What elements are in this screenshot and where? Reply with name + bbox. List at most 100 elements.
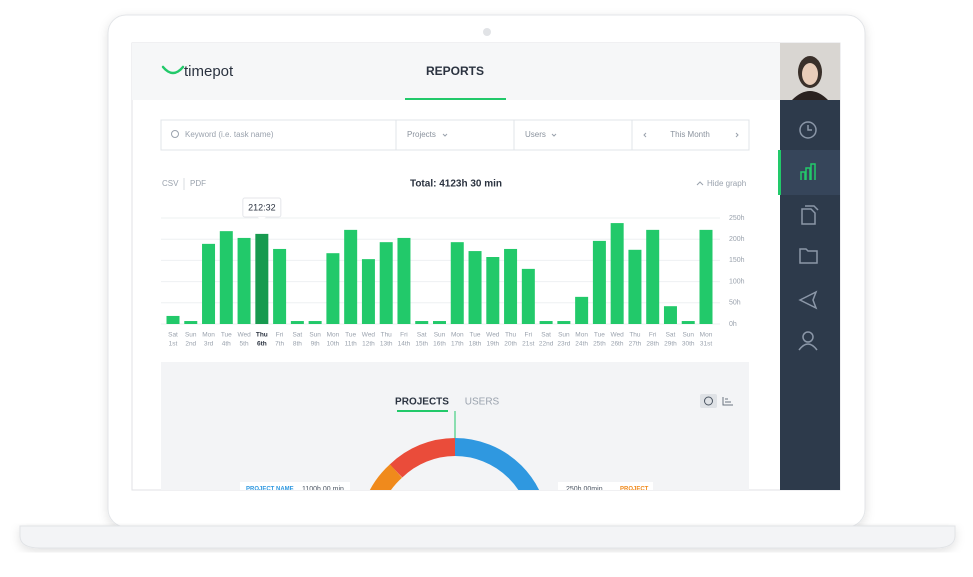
bar [468, 251, 482, 324]
bar [184, 321, 198, 324]
bar [415, 321, 429, 324]
filter-dividers [395, 120, 633, 150]
folder-icon[interactable] [799, 248, 818, 264]
pie-icon [704, 396, 713, 406]
project-hours: 1100h 00 min [302, 486, 344, 493]
x-tick-weekday: Mon [327, 332, 340, 339]
keyword-input[interactable]: Keyword (i.e. task name) [185, 130, 274, 139]
pie-view-button[interactable] [700, 394, 717, 408]
x-tick-weekday: Sat [168, 332, 178, 339]
x-tick-label: 26th [611, 341, 624, 348]
x-tick-weekday: Mon [451, 332, 464, 339]
bar [450, 242, 464, 324]
x-tick-label: 8th [293, 341, 302, 348]
bar [539, 321, 553, 324]
x-tick-label: 16th [433, 341, 446, 348]
x-tick-weekday: Sun [682, 332, 694, 339]
x-tick-label: 25th [593, 341, 606, 348]
x-tick-label: 9th [311, 341, 320, 348]
x-tick-weekday: Mon [202, 332, 215, 339]
x-tick-weekday: Fri [525, 332, 533, 339]
label-box [240, 482, 350, 490]
bar [219, 231, 233, 324]
y-tick-label: 100h [729, 278, 745, 285]
clock-icon[interactable] [799, 121, 817, 139]
list-view-button[interactable] [722, 397, 733, 406]
y-tick-label: 250h [729, 215, 745, 222]
bar [504, 248, 518, 324]
x-tick-label: 4th [222, 341, 231, 348]
x-tick-weekday: Thu [256, 332, 268, 339]
project-name: PROJECT NAME [246, 487, 294, 493]
logo[interactable]: timepot [184, 63, 234, 80]
x-tick-label: 27th [629, 341, 642, 348]
tooltip-arrow [257, 217, 266, 221]
bar [610, 223, 624, 324]
csv-button[interactable]: CSV [162, 179, 179, 188]
x-tick-weekday: Tue [221, 332, 232, 339]
docs-icon[interactable] [801, 205, 819, 225]
x-tick-label: 10th [327, 341, 340, 348]
user-icon[interactable] [802, 331, 814, 343]
x-tick-label: 14th [398, 341, 411, 348]
bar [699, 229, 713, 324]
projects-tab[interactable]: PROJECTS [395, 397, 449, 408]
project-hours: 250h 00min [566, 486, 603, 493]
bar [308, 321, 322, 324]
x-tick-label: 30th [682, 341, 695, 348]
bar [433, 321, 446, 324]
users-filter[interactable]: Users [525, 130, 546, 139]
page-title[interactable]: REPORTS [426, 64, 484, 78]
y-tick-label: 50h [729, 300, 741, 307]
bar [273, 248, 287, 324]
x-tick-weekday: Sun [558, 332, 570, 339]
projects-filter[interactable]: Projects [407, 130, 436, 139]
x-tick-label: 28th [646, 341, 659, 348]
x-tick-label: 19th [486, 341, 499, 348]
bar [361, 259, 375, 324]
x-tick-label: 23rd [557, 341, 570, 348]
x-tick-weekday: Sun [185, 332, 197, 339]
hide-icon [696, 181, 704, 186]
x-tick-label: 7th [275, 341, 284, 348]
x-tick-label: 17th [451, 341, 464, 348]
x-tick-weekday: Mon [700, 332, 713, 339]
reports-icon[interactable] [800, 163, 816, 180]
bar [397, 237, 411, 324]
hide-graph[interactable]: Hide graph [707, 179, 746, 188]
avatar-body [792, 91, 828, 100]
laptop-base [19, 525, 956, 549]
x-tick-label: 6th [257, 341, 267, 348]
users-tab[interactable]: USERS [465, 397, 500, 408]
x-tick-weekday: Sat [292, 332, 302, 339]
plane-icon[interactable] [798, 290, 818, 310]
x-tick-weekday: Sat [417, 332, 427, 339]
filter-bar [160, 119, 750, 151]
donut-segment [389, 438, 456, 478]
sidebar-icons [798, 121, 819, 351]
donut-segment [369, 464, 403, 490]
x-tick-label: 24th [575, 341, 588, 348]
x-tick-weekday: Wed [237, 332, 251, 339]
bar [592, 240, 606, 324]
x-tick-label: 20th [504, 341, 517, 348]
project-name: PROJECT [620, 487, 649, 493]
x-tick-label: 18th [469, 341, 482, 348]
total: Total: 4123h 30 min [410, 179, 502, 190]
pdf-button[interactable]: PDF [190, 179, 206, 188]
x-tick-weekday: Fri [649, 332, 657, 339]
bar [344, 229, 358, 324]
x-tick-weekday: Wed [362, 332, 376, 339]
x-tick-label: 22nd [539, 341, 554, 348]
x-tick-label: 12th [362, 341, 375, 348]
y-tick-label: 150h [729, 257, 745, 264]
period-filter[interactable]: This Month [670, 130, 710, 139]
bar [290, 321, 304, 324]
camera [483, 28, 491, 36]
x-tick-weekday: Sun [434, 332, 446, 339]
x-tick-label: 15th [415, 341, 428, 348]
top-bar [132, 43, 780, 100]
logo-icon [161, 65, 185, 75]
bar [379, 242, 393, 324]
